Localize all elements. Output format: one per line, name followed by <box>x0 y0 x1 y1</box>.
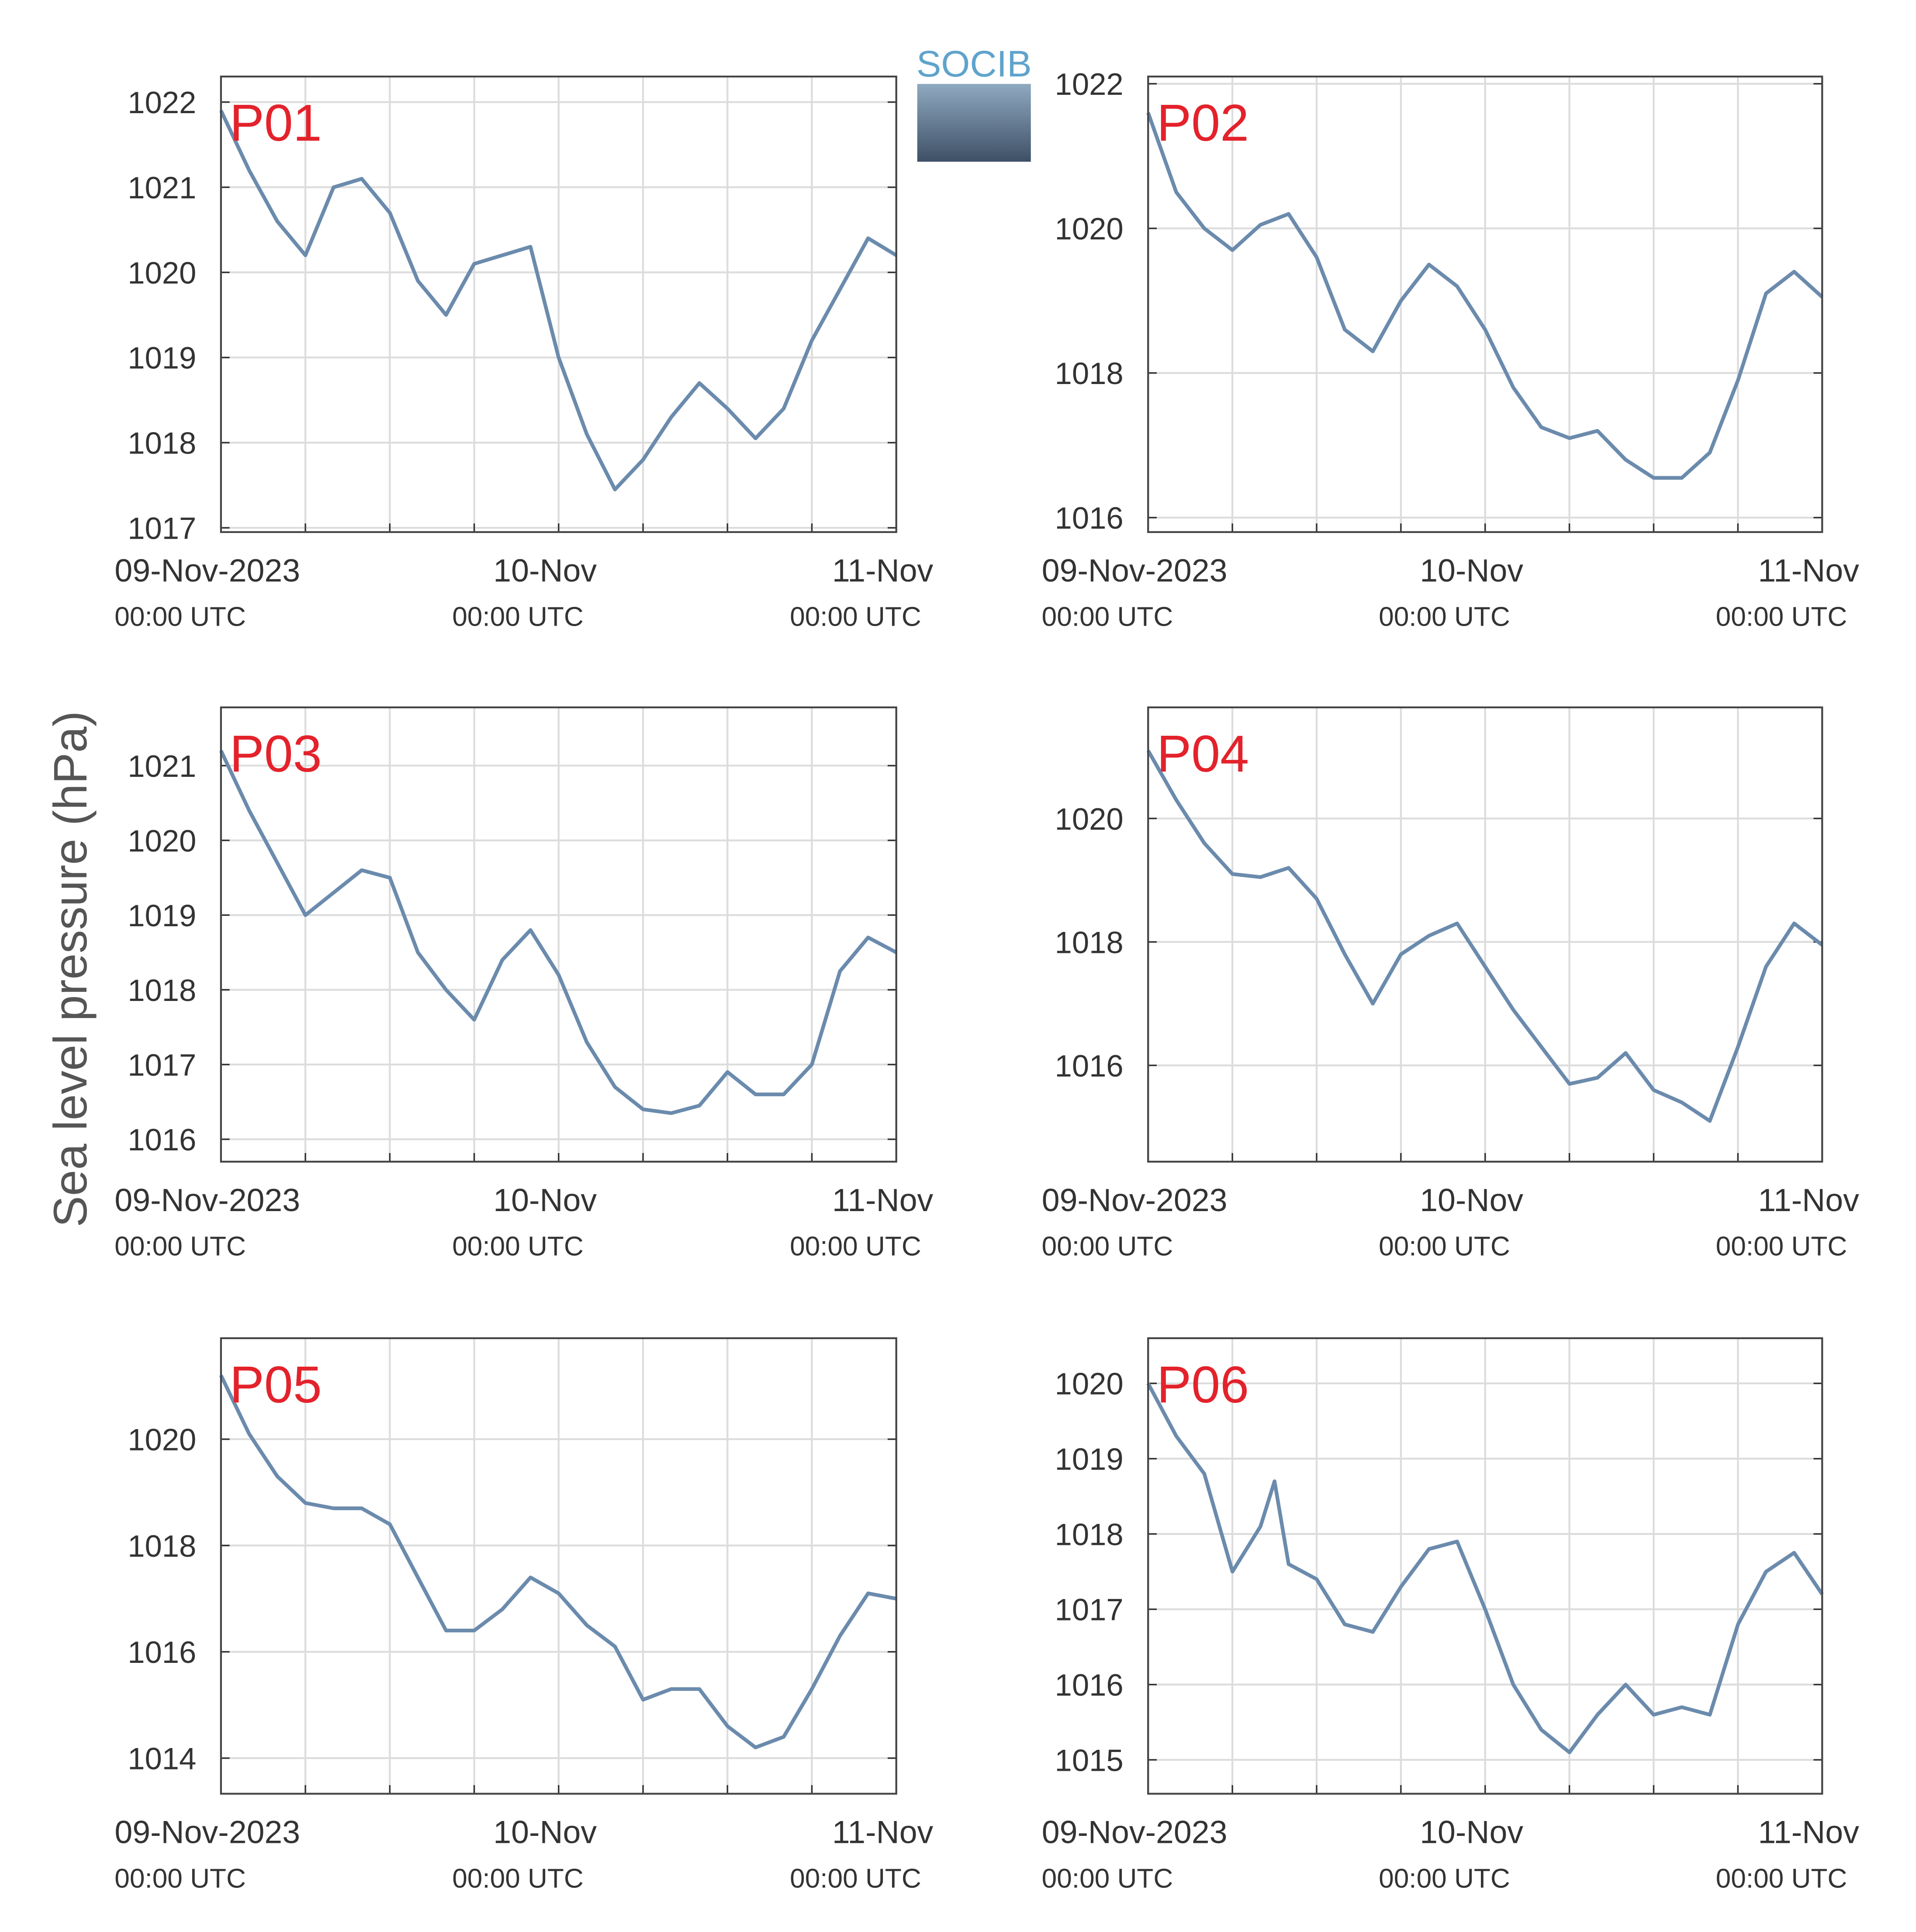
y-tick-label: 1020 <box>128 824 196 858</box>
y-tick-label: 1021 <box>128 749 196 783</box>
y-tick-label: 1017 <box>1055 1593 1124 1627</box>
data-line <box>1146 749 1823 1123</box>
x-tick-sublabel: 00:00 UTC <box>1379 1863 1510 1894</box>
y-tick-label: 1020 <box>128 256 196 290</box>
y-tick-label: 1022 <box>1055 67 1124 101</box>
panel-title: P01 <box>230 94 322 152</box>
y-tick-label: 1014 <box>128 1741 196 1776</box>
y-tick-label: 1018 <box>1055 925 1124 959</box>
x-tick-label: 11-Nov <box>832 1814 934 1850</box>
data-line <box>219 750 897 1115</box>
x-tick-sublabel: 00:00 UTC <box>790 602 921 632</box>
x-tick-sublabel: 00:00 UTC <box>452 1232 584 1262</box>
x-tick-sublabel: 00:00 UTC <box>114 1863 246 1894</box>
y-axis-label: Sea level pressure (hPa) <box>44 711 97 1227</box>
panel: 1015 1016 1017 1018 1019 1020 09-Nov-2023 00:00… <box>1042 1337 1859 1894</box>
x-tick-label: 09-Nov-2023 <box>1042 1182 1228 1218</box>
x-tick-label: 10-Nov <box>493 1182 597 1218</box>
x-tick-sublabel: 00:00 UTC <box>114 1232 246 1262</box>
y-tick-label: 1019 <box>128 898 196 933</box>
x-tick-sublabel: 00:00 UTC <box>790 1863 921 1894</box>
x-tick-sublabel: 00:00 UTC <box>1716 1863 1847 1894</box>
panel: 1016 1018 1020 09-Nov-2023 00:00 UTC 10-Nov 00… <box>1042 706 1859 1262</box>
plot-frame <box>220 706 897 1163</box>
x-tick-label: 11-Nov <box>832 552 934 589</box>
y-tick-label: 1018 <box>1055 1517 1124 1551</box>
y-tick-label: 1018 <box>128 973 196 1008</box>
panel-title: P05 <box>230 1356 322 1414</box>
panel: 1016 1018 1020 1022 09-Nov-2023 00:00 UTC 10-N… <box>1042 67 1859 632</box>
x-tick-sublabel: 00:00 UTC <box>1716 602 1847 632</box>
x-tick-label: 11-Nov <box>1758 1814 1859 1850</box>
y-tick-label: 1020 <box>1055 1367 1124 1401</box>
x-tick-sublabel: 00:00 UTC <box>1379 602 1510 632</box>
x-tick-label: 10-Nov <box>493 552 597 589</box>
x-tick-label: 10-Nov <box>493 1814 597 1850</box>
panel-title: P06 <box>1157 1356 1249 1414</box>
plot-frame <box>1147 1337 1823 1795</box>
x-tick-sublabel: 00:00 UTC <box>1379 1232 1510 1262</box>
x-tick-label: 09-Nov-2023 <box>114 1814 300 1850</box>
x-tick-label: 09-Nov-2023 <box>114 552 300 589</box>
y-tick-label: 1019 <box>1055 1442 1124 1476</box>
y-tick-label: 1020 <box>1055 802 1124 836</box>
plot-frame <box>1147 76 1823 533</box>
data-line <box>1146 112 1824 480</box>
data-line <box>219 110 897 492</box>
x-tick-label: 11-Nov <box>1758 552 1859 589</box>
x-tick-label: 11-Nov <box>832 1182 934 1218</box>
plot-frame <box>220 1337 897 1795</box>
panel-title: P02 <box>1157 94 1249 152</box>
x-tick-label: 11-Nov <box>1758 1182 1859 1218</box>
y-tick-label: 1022 <box>128 85 196 120</box>
x-tick-label: 10-Nov <box>1420 1182 1523 1218</box>
x-tick-sublabel: 00:00 UTC <box>1716 1232 1847 1262</box>
x-tick-label: 10-Nov <box>1420 1814 1523 1850</box>
y-tick-label: 1017 <box>128 511 196 546</box>
y-tick-label: 1016 <box>1055 1049 1124 1083</box>
x-tick-sublabel: 00:00 UTC <box>790 1232 921 1262</box>
x-tick-sublabel: 00:00 UTC <box>1042 1863 1173 1894</box>
x-tick-sublabel: 00:00 UTC <box>452 1863 584 1894</box>
panel-title: P03 <box>230 725 322 783</box>
y-tick-label: 1020 <box>128 1422 196 1457</box>
x-tick-label: 09-Nov-2023 <box>1042 1814 1228 1850</box>
data-line <box>1146 1382 1824 1755</box>
y-tick-label: 1020 <box>1055 211 1124 246</box>
plot-frame <box>1147 706 1823 1163</box>
y-tick-label: 1018 <box>128 426 196 460</box>
x-tick-label: 10-Nov <box>1420 552 1523 589</box>
y-tick-label: 1019 <box>128 341 196 375</box>
x-tick-sublabel: 00:00 UTC <box>1042 1232 1173 1262</box>
x-tick-label: 09-Nov-2023 <box>1042 552 1228 589</box>
y-tick-label: 1018 <box>128 1529 196 1563</box>
y-tick-label: 1016 <box>1055 501 1124 535</box>
y-tick-label: 1018 <box>1055 356 1124 391</box>
y-tick-label: 1016 <box>128 1122 196 1157</box>
panel: 1016 1017 1018 1019 1020 1021 09-Nov-2023 00:00… <box>114 706 934 1262</box>
y-tick-label: 1016 <box>1055 1668 1124 1702</box>
logo-image <box>917 84 1031 162</box>
y-tick-label: 1017 <box>128 1048 196 1082</box>
plot-frame <box>220 76 897 533</box>
panel: 1017 1018 1019 1020 1021 1022 09-Nov-2023 00:00… <box>114 76 934 632</box>
panel: 1014 1016 1018 1020 09-Nov-2023 00:00 UTC 10-N… <box>114 1337 934 1894</box>
data-line <box>219 1375 897 1749</box>
y-tick-label: 1016 <box>128 1635 196 1669</box>
y-tick-label: 1015 <box>1055 1743 1124 1777</box>
x-tick-sublabel: 00:00 UTC <box>114 602 246 632</box>
x-tick-label: 09-Nov-2023 <box>114 1182 300 1218</box>
x-tick-sublabel: 00:00 UTC <box>452 602 584 632</box>
x-tick-sublabel: 00:00 UTC <box>1042 602 1173 632</box>
panel-title: P04 <box>1157 725 1249 783</box>
y-tick-label: 1021 <box>128 170 196 205</box>
logo-text: SOCIB <box>916 43 1032 84</box>
